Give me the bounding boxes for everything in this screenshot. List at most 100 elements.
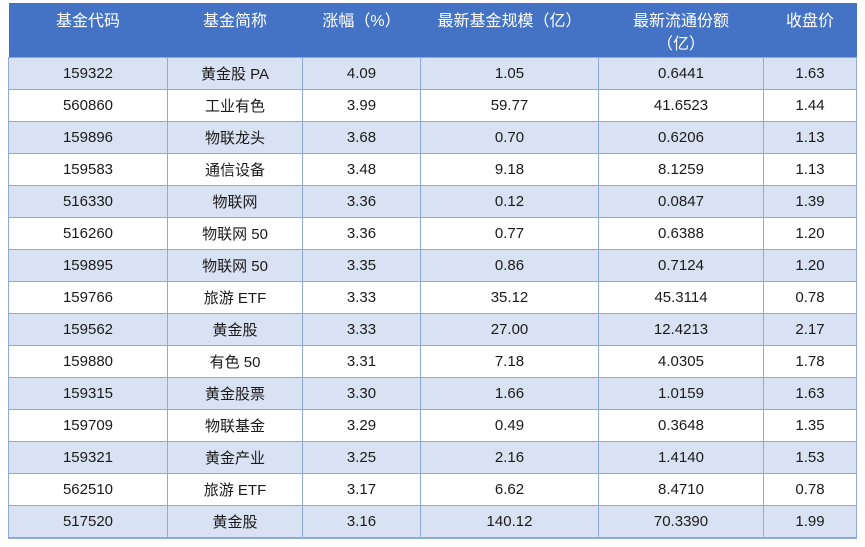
cell-code: 159880 — [8, 345, 168, 378]
cell-code: 159321 — [8, 441, 168, 474]
column-header-line: （亿） — [656, 36, 705, 53]
cell-change-pct: 3.17 — [302, 473, 421, 506]
cell-close-price: 1.63 — [763, 377, 857, 410]
cell-float-shares: 0.3648 — [598, 409, 764, 442]
table-row: 159895 物联网 50 3.35 0.86 0.7124 1.20 — [8, 249, 857, 282]
cell-fund-scale: 7.18 — [420, 345, 599, 378]
cell-code: 159562 — [8, 313, 168, 346]
column-header-fund-scale: 最新基金规模（亿） — [420, 3, 599, 58]
cell-float-shares: 1.4140 — [598, 441, 764, 474]
table-row: 159766 旅游 ETF 3.33 35.12 45.3114 0.78 — [8, 281, 857, 314]
cell-float-shares: 8.4710 — [598, 473, 764, 506]
cell-name: 旅游 ETF — [167, 281, 303, 314]
cell-float-shares: 0.6206 — [598, 121, 764, 154]
cell-fund-scale: 0.70 — [420, 121, 599, 154]
cell-change-pct: 3.33 — [302, 313, 421, 346]
cell-fund-scale: 27.00 — [420, 313, 599, 346]
cell-close-price: 0.78 — [763, 473, 857, 506]
table-row: 516260 物联网 50 3.36 0.77 0.6388 1.20 — [8, 217, 857, 250]
cell-close-price: 1.13 — [763, 121, 857, 154]
cell-close-price: 1.20 — [763, 249, 857, 282]
cell-code: 159766 — [8, 281, 168, 314]
table-row: 159583 通信设备 3.48 9.18 8.1259 1.13 — [8, 153, 857, 186]
cell-code: 516260 — [8, 217, 168, 250]
cell-close-price: 1.63 — [763, 57, 857, 90]
table-body: 159322 黄金股 PA 4.09 1.05 0.6441 1.63 560860 工业有色… — [8, 57, 857, 539]
column-header-line: 最新基金规模（亿） — [437, 13, 582, 30]
cell-close-price: 1.78 — [763, 345, 857, 378]
cell-name: 黄金股 — [167, 313, 303, 346]
cell-fund-scale: 1.66 — [420, 377, 599, 410]
cell-code: 159583 — [8, 153, 168, 186]
cell-name: 物联网 50 — [167, 217, 303, 250]
cell-code: 159896 — [8, 121, 168, 154]
cell-change-pct: 4.09 — [302, 57, 421, 90]
column-header-float-shares: 最新流通份额 （亿） — [598, 3, 764, 58]
cell-code: 516330 — [8, 185, 168, 218]
cell-code: 560860 — [8, 89, 168, 122]
cell-float-shares: 1.0159 — [598, 377, 764, 410]
cell-name: 旅游 ETF — [167, 473, 303, 506]
cell-close-price: 1.44 — [763, 89, 857, 122]
cell-float-shares: 41.6523 — [598, 89, 764, 122]
cell-name: 通信设备 — [167, 153, 303, 186]
cell-name: 物联基金 — [167, 409, 303, 442]
header-row: 基金代码 基金简称 涨幅（%） 最新基金规模（亿） 最新流通份额 （亿） 收盘价 — [8, 3, 857, 58]
cell-change-pct: 3.48 — [302, 153, 421, 186]
cell-float-shares: 0.6388 — [598, 217, 764, 250]
cell-code: 517520 — [8, 505, 168, 539]
table-row: 159880 有色 50 3.31 7.18 4.0305 1.78 — [8, 345, 857, 378]
table-row: 159709 物联基金 3.29 0.49 0.3648 1.35 — [8, 409, 857, 442]
cell-code: 159315 — [8, 377, 168, 410]
column-header-line: 收盘价 — [785, 13, 834, 30]
column-header-line: 基金代码 — [55, 13, 120, 30]
cell-name: 物联网 50 — [167, 249, 303, 282]
table-row: 560860 工业有色 3.99 59.77 41.6523 1.44 — [8, 89, 857, 122]
cell-close-price: 1.13 — [763, 153, 857, 186]
cell-change-pct: 3.29 — [302, 409, 421, 442]
column-header-code: 基金代码 — [8, 3, 168, 58]
cell-fund-scale: 35.12 — [420, 281, 599, 314]
cell-name: 工业有色 — [167, 89, 303, 122]
table-row: 517520 黄金股 3.16 140.12 70.3390 1.99 — [8, 505, 857, 539]
cell-close-price: 1.39 — [763, 185, 857, 218]
cell-name: 有色 50 — [167, 345, 303, 378]
cell-fund-scale: 1.05 — [420, 57, 599, 90]
cell-fund-scale: 140.12 — [420, 505, 599, 539]
cell-fund-scale: 0.12 — [420, 185, 599, 218]
cell-change-pct: 3.31 — [302, 345, 421, 378]
cell-float-shares: 0.0847 — [598, 185, 764, 218]
cell-close-price: 2.17 — [763, 313, 857, 346]
table-row: 562510 旅游 ETF 3.17 6.62 8.4710 0.78 — [8, 473, 857, 506]
cell-float-shares: 70.3390 — [598, 505, 764, 539]
cell-close-price: 1.35 — [763, 409, 857, 442]
column-header-line: 基金简称 — [202, 13, 267, 30]
cell-name: 黄金股票 — [167, 377, 303, 410]
column-header-change-pct: 涨幅（%） — [302, 3, 421, 58]
cell-float-shares: 0.6441 — [598, 57, 764, 90]
cell-close-price: 1.20 — [763, 217, 857, 250]
table-row: 159562 黄金股 3.33 27.00 12.4213 2.17 — [8, 313, 857, 346]
table-row: 159321 黄金产业 3.25 2.16 1.4140 1.53 — [8, 441, 857, 474]
cell-change-pct: 3.30 — [302, 377, 421, 410]
cell-float-shares: 12.4213 — [598, 313, 764, 346]
cell-float-shares: 8.1259 — [598, 153, 764, 186]
table-row: 516330 物联网 3.36 0.12 0.0847 1.39 — [8, 185, 857, 218]
column-header-line: 涨幅（%） — [322, 13, 401, 30]
cell-fund-scale: 59.77 — [420, 89, 599, 122]
cell-fund-scale: 6.62 — [420, 473, 599, 506]
fund-table-container: 基金代码 基金简称 涨幅（%） 最新基金规模（亿） 最新流通份额 （亿） 收盘价 15932… — [8, 3, 857, 539]
cell-change-pct: 3.36 — [302, 217, 421, 250]
cell-close-price: 0.78 — [763, 281, 857, 314]
cell-fund-scale: 0.86 — [420, 249, 599, 282]
cell-code: 159895 — [8, 249, 168, 282]
cell-float-shares: 0.7124 — [598, 249, 764, 282]
cell-float-shares: 45.3114 — [598, 281, 764, 314]
cell-change-pct: 3.36 — [302, 185, 421, 218]
cell-close-price: 1.53 — [763, 441, 857, 474]
cell-close-price: 1.99 — [763, 505, 857, 539]
cell-fund-scale: 2.16 — [420, 441, 599, 474]
table-row: 159315 黄金股票 3.30 1.66 1.0159 1.63 — [8, 377, 857, 410]
cell-float-shares: 4.0305 — [598, 345, 764, 378]
cell-change-pct: 3.33 — [302, 281, 421, 314]
